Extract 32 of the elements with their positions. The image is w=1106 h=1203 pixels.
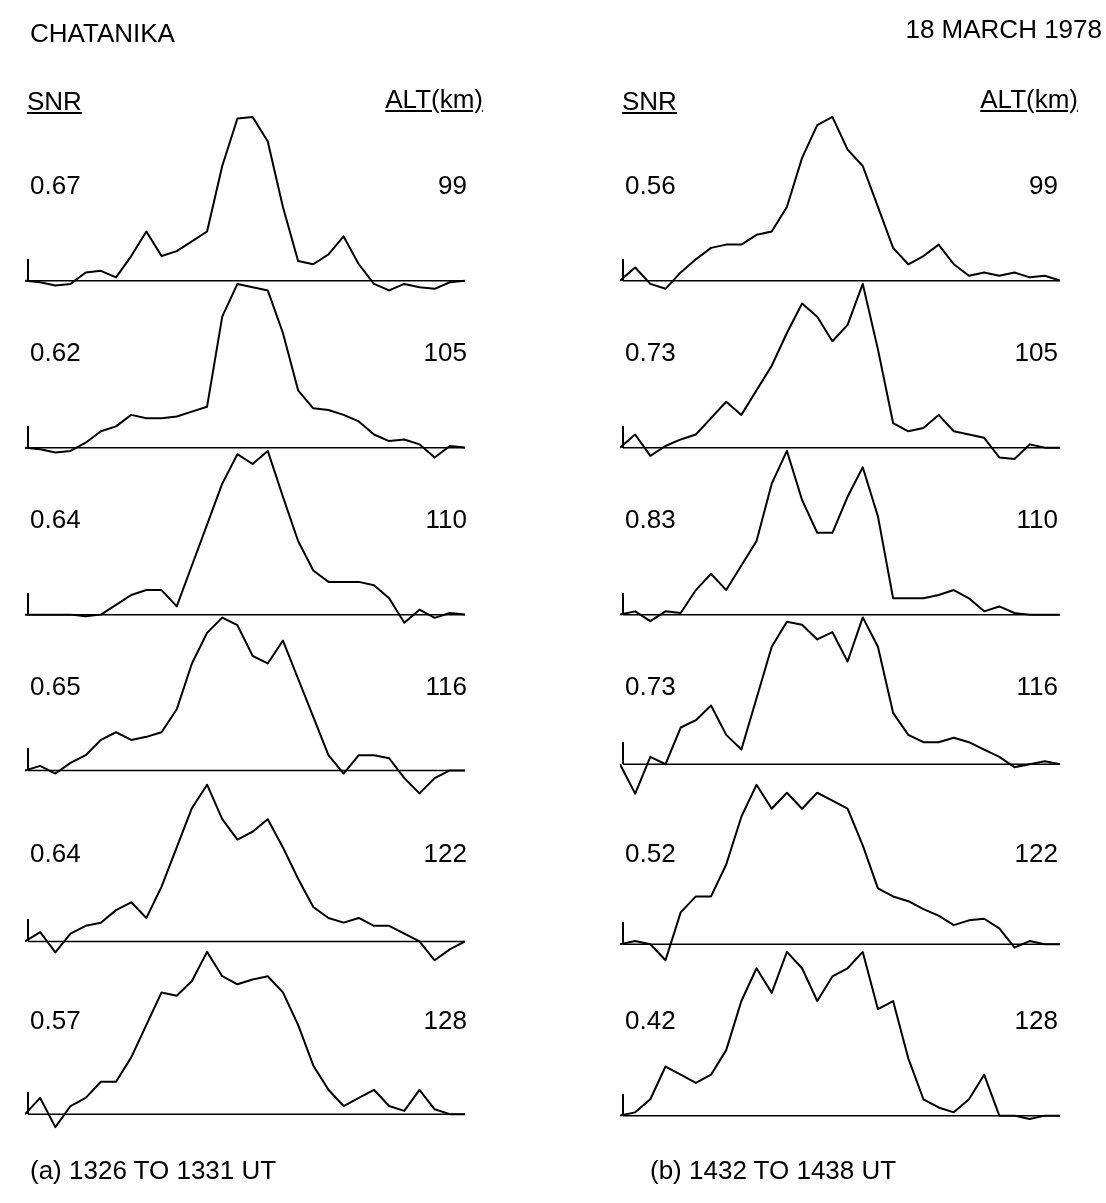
y2-axis-title: ALT(km)	[980, 84, 1078, 115]
annotation: 0.73	[625, 337, 676, 368]
y-axis-title: SNR	[622, 86, 677, 117]
annotation: 128	[423, 1005, 467, 1036]
annotation: 105	[1014, 337, 1058, 368]
annotation: 0.65	[30, 671, 81, 702]
annotation: 0.67	[30, 170, 81, 201]
annotation: 122	[423, 838, 467, 869]
annotation: 122	[1014, 838, 1058, 869]
annotation: 110	[425, 504, 467, 535]
annotation: 0.64	[30, 504, 81, 535]
y-axis-title: SNR	[27, 86, 82, 117]
annotation: 0.83	[625, 504, 676, 535]
annotation: 105	[423, 337, 467, 368]
annotation: 128	[1014, 1005, 1058, 1036]
annotation: 0.52	[625, 838, 676, 869]
annotation: 0.42	[625, 1005, 676, 1036]
y2-axis-title: ALT(km)	[385, 84, 483, 115]
annotation: 0.56	[625, 170, 676, 201]
annotation: 116	[1016, 671, 1058, 702]
annotation: 99	[1029, 170, 1058, 201]
text: (a) 1326 TO 1331 UT	[30, 1155, 277, 1186]
annotation: 0.73	[625, 671, 676, 702]
text: (b) 1432 TO 1438 UT	[650, 1155, 897, 1186]
annotation: 0.62	[30, 337, 81, 368]
annotation: 0.57	[30, 1005, 81, 1036]
annotation: 110	[1016, 504, 1058, 535]
chart-title: 18 MARCH 1978	[905, 14, 1102, 45]
annotation: 116	[425, 671, 467, 702]
annotation: 0.64	[30, 838, 81, 869]
annotation: 99	[438, 170, 467, 201]
chart-title: CHATANIKA	[30, 18, 175, 49]
